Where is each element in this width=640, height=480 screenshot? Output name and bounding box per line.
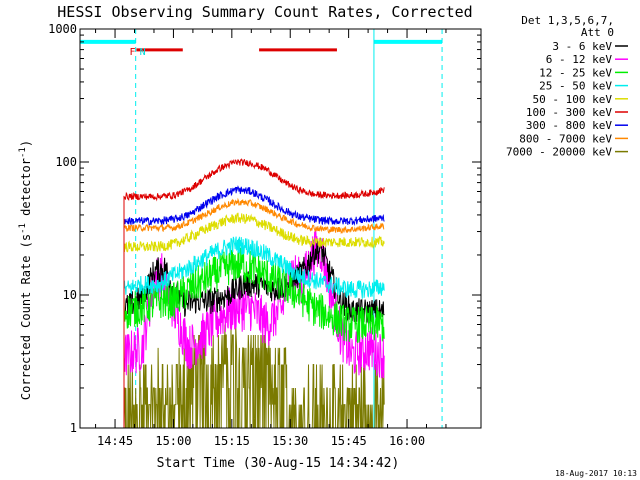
series-line-3 <box>123 236 385 428</box>
marker-F: F <box>130 47 136 58</box>
series-line-8 <box>123 324 385 429</box>
series-line-2 <box>123 247 385 428</box>
legend-label-6: 300 - 800 keV <box>526 119 612 132</box>
x-tick-label-4: 15:45 <box>331 434 367 448</box>
legend-label-2: 12 - 25 keV <box>539 66 612 79</box>
legend-label-0: 3 - 6 keV <box>552 40 612 53</box>
legend-label-5: 100 - 300 keV <box>526 106 612 119</box>
x-tick-label-2: 15:15 <box>214 434 250 448</box>
legend-header-0: Det 1,3,5,6,7, <box>521 14 614 27</box>
y-axis-label: Corrected Count Rate (s-1 detector-1) <box>18 140 33 400</box>
series-line-5 <box>123 158 385 428</box>
chart-title: HESSI Observing Summary Count Rates, Cor… <box>57 3 472 21</box>
x-tick-label-3: 15:30 <box>272 434 308 448</box>
y-tick-label-1: 10 <box>63 288 77 302</box>
legend-label-3: 25 - 50 keV <box>539 80 612 93</box>
series-line-0 <box>123 238 385 428</box>
series-line-7 <box>123 197 385 428</box>
y-tick-label-2: 100 <box>55 155 77 169</box>
x-tick-label-0: 14:45 <box>97 434 133 448</box>
y-tick-label-3: 1000 <box>48 22 77 36</box>
series-line-6 <box>123 185 385 428</box>
legend-label-7: 800 - 7000 keV <box>519 132 612 145</box>
marker-N: N <box>140 47 146 58</box>
x-axis-label: Start Time (30-Aug-15 14:34:42) <box>157 456 400 471</box>
legend-label-4: 50 - 100 keV <box>533 93 613 106</box>
y-tick-label-0: 1 <box>70 421 77 435</box>
series-line-4 <box>123 212 385 428</box>
legend-header-1: Att 0 <box>581 26 614 39</box>
timestamp: 18-Aug-2017 10:13 <box>555 469 637 478</box>
plot-frame <box>79 28 482 429</box>
legend-label-8: 7000 - 20000 keV <box>506 146 612 159</box>
x-tick-label-1: 15:00 <box>155 434 191 448</box>
x-tick-label-5: 16:00 <box>389 434 425 448</box>
legend-label-1: 6 - 12 keV <box>546 53 613 66</box>
